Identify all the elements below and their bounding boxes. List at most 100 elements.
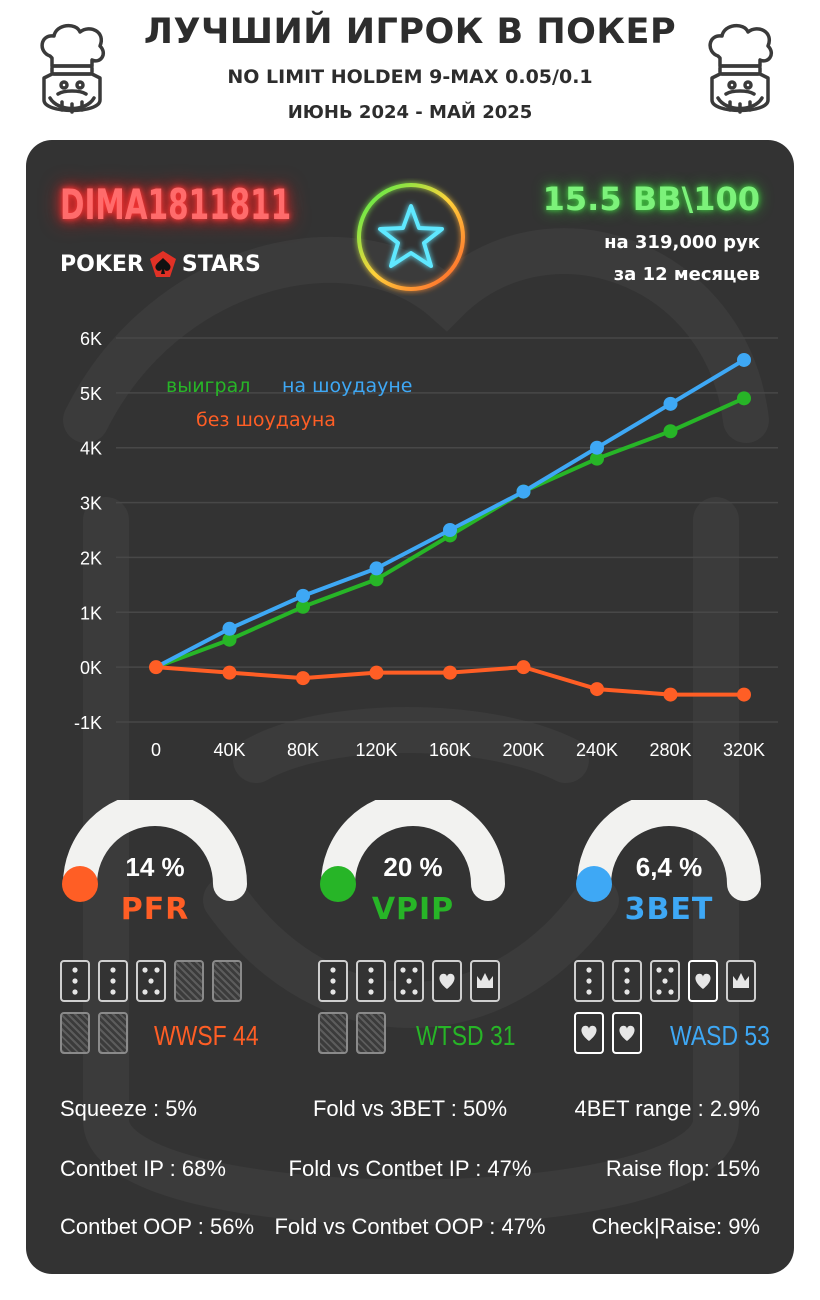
pokerstars-logo: POKER STARS (60, 248, 261, 280)
playing-card-icon (650, 960, 680, 1002)
card-back-icon (318, 1012, 348, 1054)
logo-text-right: STARS (181, 251, 261, 277)
data-point (663, 396, 678, 411)
x-tick-label: 280K (649, 740, 691, 760)
stat-contbet-ip: Contbet IP : 68% (60, 1156, 226, 1181)
x-tick-label: 40K (213, 740, 245, 760)
data-point (737, 352, 751, 367)
card-back-icon (98, 1012, 128, 1054)
data-point (369, 665, 384, 680)
legend-item: на шоудауне (282, 375, 413, 397)
gauge-track (577, 800, 761, 901)
data-point-origin (149, 660, 163, 675)
chart-legend: выиграл на шоудауне без шоудауна (166, 375, 413, 431)
y-tick-label: 0K (80, 658, 102, 678)
data-point (222, 621, 237, 636)
y-axis-ticks: -1K 0K 1K 2K 3K 4K 5K 6K (74, 329, 102, 733)
x-tick-label: 120K (355, 740, 397, 760)
playing-card-icon (60, 960, 90, 1002)
x-tick-label: 0 (151, 740, 161, 760)
data-point (663, 424, 678, 439)
spade-logo-icon (149, 251, 176, 277)
y-tick-label: -1K (74, 713, 102, 733)
gauge-3bet (576, 800, 761, 902)
card-back-icon (174, 960, 204, 1002)
card-back-icon (60, 1012, 90, 1054)
gauge-track (63, 800, 247, 901)
series-1 (155, 352, 751, 669)
logo-text-left: POKER (60, 251, 144, 277)
playing-card-icon (612, 1012, 642, 1054)
data-point (222, 665, 237, 680)
stat-contbet-oop: Contbet OOP : 56% (60, 1214, 255, 1239)
gauge-title: 3BET (624, 892, 714, 927)
x-axis-ticks: 0 40K 80K 120K 160K 200K 240K 280K 320K (151, 740, 765, 760)
data-point (296, 671, 310, 686)
playing-card-icon (356, 960, 386, 1002)
playing-card-icon (688, 960, 718, 1002)
chef-mascot-icon (708, 23, 773, 114)
stat-fold-vs-contbet-ip: Fold vs Contbet IP : 47% (288, 1156, 532, 1181)
wwsf-stat: WWSF 44 (154, 1020, 259, 1051)
gauge-value: 14 % (125, 852, 185, 882)
data-point (590, 451, 604, 466)
stats-card: DIMA1811811 POKER STARS 15.5 BB\100 на 3… (26, 140, 794, 1274)
wasd-stat: WASD 53 (670, 1020, 770, 1051)
data-point (516, 484, 531, 499)
playing-card-icon (574, 960, 604, 1002)
x-tick-label: 200K (502, 740, 544, 760)
period: ИЮНЬ 2024 - МАЙ 2025 (287, 102, 533, 123)
data-point (369, 561, 384, 576)
playing-card-icon (726, 960, 756, 1002)
y-tick-label: 1K (80, 603, 102, 623)
stat-check-raise: Check|Raise: 9% (591, 1214, 760, 1239)
game-type: NO LIMIT HOLDEM 9-MAX 0.05/0.1 (227, 66, 593, 88)
stat-squeeze: Squeeze : 5% (60, 1096, 197, 1121)
data-point (443, 523, 457, 537)
hands-count: на 319,000 рук (604, 232, 760, 253)
cards-row-2b (318, 1012, 386, 1054)
card-back-icon (356, 1012, 386, 1054)
gauge-title: VPIP (371, 892, 455, 927)
chef-mascot-icon (40, 23, 105, 114)
gauge-knob (320, 866, 356, 902)
cards-row-1b (60, 1012, 128, 1054)
cards-row-1 (60, 960, 242, 1002)
stat-fold-vs-contbet-oop: Fold vs Contbet OOP : 47% (274, 1214, 546, 1239)
card-back-icon (212, 960, 242, 1002)
chart-series (149, 352, 751, 702)
y-tick-label: 5K (80, 384, 102, 404)
playing-card-icon (574, 1012, 604, 1054)
data-point (222, 632, 237, 647)
star-badge-icon (357, 183, 465, 291)
header: ЛУЧШИЙ ИГРОК В ПОКЕР NO LIMIT HOLDEM 9-M… (0, 0, 820, 140)
data-point (296, 599, 310, 614)
y-tick-label: 2K (80, 548, 102, 568)
x-tick-label: 320K (723, 740, 765, 760)
stat-fold-vs-3bet: Fold vs 3BET : 50% (312, 1096, 507, 1121)
gauge-knob (576, 866, 612, 902)
gauge-pfr (62, 800, 247, 902)
winrate: 15.5 BB\100 (542, 180, 760, 218)
gauge-knob (62, 866, 98, 902)
player-name: DIMA1811811 (60, 180, 292, 229)
playing-card-icon (136, 960, 166, 1002)
period-months: за 12 месяцев (613, 264, 760, 285)
data-point (369, 572, 384, 587)
y-tick-label: 4K (80, 439, 102, 459)
gauge-title: PFR (120, 892, 190, 927)
playing-card-icon (98, 960, 128, 1002)
stat-4bet-range: 4BET range : 2.9% (574, 1096, 761, 1121)
watermark-background (63, 228, 769, 1226)
data-point (590, 440, 604, 455)
data-point (516, 660, 531, 675)
x-tick-label: 160K (429, 740, 471, 760)
series-line (155, 358, 746, 669)
data-point (737, 391, 751, 406)
gauge-vpip (320, 800, 505, 902)
wtsd-stat: WTSD 31 (416, 1020, 516, 1051)
x-tick-label: 80K (287, 740, 319, 760)
winnings-chart: -1K 0K 1K 2K 3K 4K 5K 6K 0 40K 80K 120K 160K 200K 240… (74, 329, 778, 760)
data-point (443, 665, 457, 680)
playing-card-icon (318, 960, 348, 1002)
